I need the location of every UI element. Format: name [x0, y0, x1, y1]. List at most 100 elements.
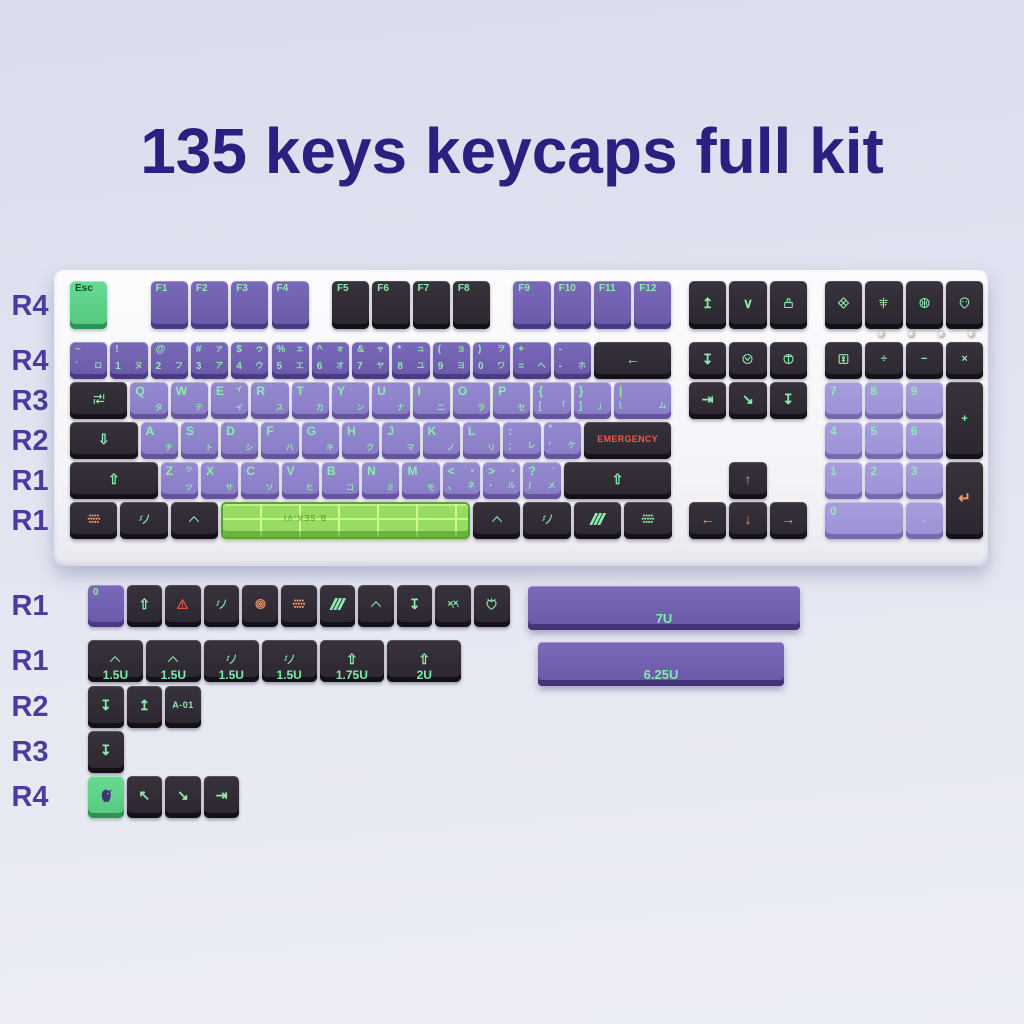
key-2: @2 フ [150, 342, 188, 379]
key-size-150b: 1.5U [145, 640, 201, 682]
key-size-150d: 1.5U [261, 640, 317, 682]
key-6: ^ ォ 6 オ [311, 342, 350, 379]
key-extra-picks [435, 585, 471, 627]
key-3: # ァ 3 ア [190, 342, 229, 379]
key-extra-eva [88, 776, 124, 818]
arrow-upleft-icon: ↖ [138, 787, 151, 803]
shift-icon: ⇧ [611, 470, 624, 487]
key-lshift: ⇧ [70, 462, 158, 499]
honeycomb-orange-icon [75, 505, 112, 532]
key-extra-down2: ↧ [88, 686, 124, 728]
key-f10: F10 [553, 281, 591, 329]
key-backslash: | \ ム [614, 382, 672, 419]
warning-icon [170, 588, 196, 620]
key-arrow-left: ← [689, 502, 727, 539]
key-7: & ャ 7 ヤ [352, 342, 390, 379]
key-numpad-minus: − [905, 342, 943, 379]
key-arrow-down: ↓ [729, 502, 767, 539]
key-numpad-9: 9 [905, 382, 943, 419]
key-f8: F8 [452, 281, 491, 329]
tab-icon [75, 385, 122, 412]
size-label: 1.5U [160, 668, 187, 682]
size-label: 1.5U [218, 668, 244, 682]
key-extra-honeycomb [281, 585, 317, 627]
key-extra-zigzag [203, 585, 240, 627]
zigzag-icon [528, 505, 565, 532]
spacebar-mold-text: B·SEK-VI [283, 513, 327, 522]
indicator-led [968, 331, 975, 338]
core-icon [479, 588, 505, 620]
key-numpad-4: 4 [825, 422, 863, 459]
key-extra-core [474, 585, 510, 627]
key-f6: F6 [372, 281, 410, 329]
down-bar-icon: ↧ [99, 742, 112, 758]
key-numpad-7: 7 [825, 382, 863, 419]
tab-right-icon: ⇥ [701, 390, 714, 407]
down-bar-icon: ↧ [99, 697, 112, 713]
size-label: 1.75U [335, 668, 368, 682]
row-label: R2 [11, 691, 49, 723]
key-lwin [120, 502, 168, 539]
key-extra-target [242, 585, 278, 627]
key-numpad-divide: ÷ [865, 342, 903, 379]
chevron-down-icon: ∨ [742, 295, 754, 311]
circle-cross-icon [775, 345, 802, 372]
size-label: 2U [416, 668, 432, 682]
key-media-alien [945, 281, 984, 329]
key-insert: ↧ [689, 342, 727, 379]
zigzag-icon [209, 588, 235, 620]
key-4: $ ゥ 4 ウ [231, 342, 269, 379]
key-backspace: ← [593, 342, 672, 379]
key-f7: F7 [412, 281, 450, 329]
key-extra-tabright: ⇥ [203, 776, 240, 818]
key-lalt [170, 502, 219, 539]
diamond-icon [830, 284, 857, 322]
key-f1: F1 [150, 281, 188, 329]
key-quote: ゛ ' ケ [543, 422, 581, 459]
stripes-icon [325, 588, 351, 620]
key-rbracket: }]」 [573, 382, 612, 419]
row-label: R4 [11, 290, 49, 322]
key-rshift: ⇧ [563, 462, 672, 499]
key-pause [769, 281, 807, 329]
shift-icon: ⇧ [346, 651, 358, 667]
key-print-screen: ↥ [689, 281, 727, 329]
key-home [729, 342, 767, 379]
key-0: ) ヲ 0 ワ [473, 342, 511, 379]
row-label: R1 [11, 505, 49, 537]
page-title: 135 keys keycaps full kit [140, 115, 884, 187]
shift-icon: ⇧ [107, 470, 120, 487]
key-f11: F11 [593, 281, 632, 329]
key-comma: < ｡､ネ [442, 462, 481, 499]
key-extra-upleft: ↖ [126, 776, 163, 818]
key-media-scale [865, 281, 903, 329]
row-label: R1 [11, 465, 49, 497]
key-extra-down: ↧ [396, 585, 433, 627]
circle-alien-icon [734, 345, 761, 372]
down-bar-icon: ↧ [782, 390, 795, 407]
key-size-200: ⇧ 2U [387, 640, 462, 682]
key-numpad-3: 3 [905, 462, 943, 499]
key-numpad-dot: . [905, 502, 943, 539]
key-capslock: ⇩ [70, 422, 138, 459]
up-bar-icon: ↥ [138, 697, 151, 713]
key-extra-0: 0 [88, 585, 124, 627]
key-media-brain [905, 281, 943, 329]
key-1: ! 1 ヌ [110, 342, 148, 379]
key-f2: F2 [190, 281, 229, 329]
key-5: % ェ 5 エ [271, 342, 309, 379]
shift-icon: ⇧ [418, 651, 431, 667]
key-slash: ? ･ / メ [523, 462, 561, 499]
